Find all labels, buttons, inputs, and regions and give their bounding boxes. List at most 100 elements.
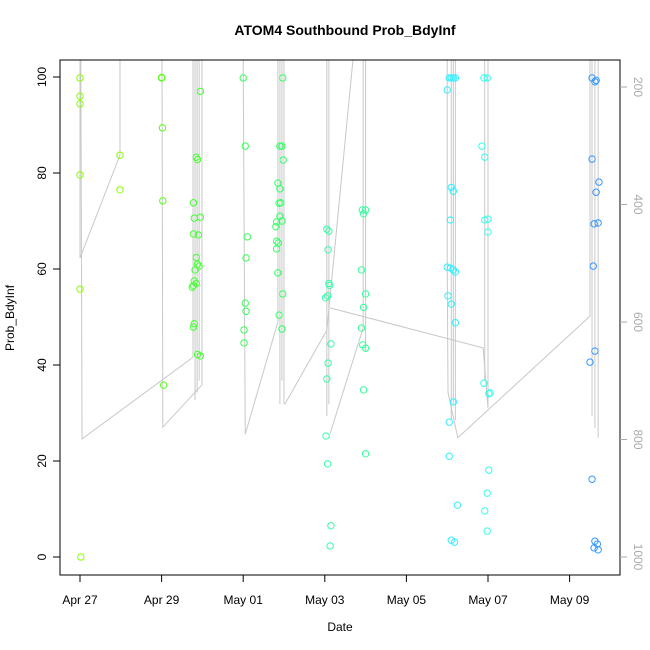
y-tick-label: 40 <box>35 358 49 372</box>
data-point <box>279 156 287 164</box>
data-point <box>445 418 453 426</box>
data-point <box>327 522 335 530</box>
data-point <box>192 253 200 262</box>
data-point <box>481 507 489 515</box>
data-point <box>447 74 455 82</box>
data-point <box>446 216 455 224</box>
data-point <box>589 262 597 270</box>
x-tick-label: Apr 29 <box>144 593 180 607</box>
depth-line <box>446 60 591 439</box>
data-point <box>484 215 492 223</box>
data-point <box>196 87 205 96</box>
data-point <box>480 74 488 82</box>
data-point <box>196 352 205 360</box>
right-tick-label: 200 <box>631 77 645 97</box>
data-point <box>591 78 599 86</box>
depth-line <box>329 60 364 434</box>
right-tick-label: 600 <box>631 312 645 332</box>
data-point <box>484 228 492 236</box>
data-point <box>278 325 286 333</box>
data-point <box>191 266 199 274</box>
data-point <box>116 186 124 194</box>
data-point <box>594 546 602 554</box>
data-point <box>190 214 198 222</box>
data-point <box>241 299 249 307</box>
data-point <box>359 303 368 312</box>
y-tick-label: 20 <box>35 454 49 468</box>
data-point <box>358 206 367 214</box>
data-point <box>76 285 84 293</box>
data-point <box>272 245 281 253</box>
y-axis: 0 20 40 60 80 100 <box>35 67 60 560</box>
data-point <box>241 142 249 150</box>
data-point <box>483 527 491 535</box>
data-point <box>277 199 285 207</box>
data-point <box>159 197 167 205</box>
data-point <box>359 210 368 218</box>
data-point <box>276 142 284 150</box>
data-point <box>276 212 284 220</box>
x-axis: Apr 27 Apr 29 May 01 May 03 May 05 May 07 May … <box>62 574 590 607</box>
x-axis-label: Date <box>327 620 353 634</box>
data-point <box>192 279 200 288</box>
data-point <box>159 381 168 389</box>
x-tick-label: Apr 27 <box>62 593 98 607</box>
data-point <box>361 206 370 214</box>
x-tick-label: May 09 <box>550 593 590 607</box>
data-point <box>447 300 455 308</box>
data-point <box>451 74 460 82</box>
data-point <box>451 268 460 276</box>
y-tick-label: 100 <box>35 67 49 87</box>
data-point <box>325 281 334 290</box>
data-point <box>322 432 330 440</box>
data-point <box>239 74 247 82</box>
data-point <box>323 375 331 383</box>
depth-line <box>80 59 194 440</box>
data-point <box>278 217 286 225</box>
x-tick-label: May 01 <box>224 593 264 607</box>
data-point <box>485 390 493 398</box>
data-point <box>158 124 167 132</box>
data-point <box>449 187 458 195</box>
data-point <box>116 151 124 159</box>
depth-line <box>329 60 489 408</box>
data-point <box>591 347 599 355</box>
data-point <box>590 220 598 228</box>
depth-line <box>284 59 354 405</box>
data-point <box>485 466 493 474</box>
data-point <box>76 100 84 108</box>
data-point <box>278 142 286 150</box>
data-point <box>588 475 596 483</box>
y-axis-label: Prob_BdyInf <box>3 284 17 351</box>
data-point <box>240 326 248 334</box>
data-point <box>190 320 198 328</box>
depth-track <box>79 59 599 440</box>
data-point <box>481 216 489 224</box>
x-tick-label: May 07 <box>468 593 508 607</box>
data-point <box>195 262 203 270</box>
y-tick-label: 80 <box>35 166 49 180</box>
data-point <box>242 254 250 262</box>
data-point <box>193 155 202 164</box>
data-point <box>595 178 603 186</box>
data-point <box>592 188 600 196</box>
depth-line <box>79 60 121 259</box>
data-point <box>323 292 332 300</box>
data-point <box>443 86 451 94</box>
data-point <box>157 73 166 82</box>
data-point <box>189 230 198 238</box>
data-point <box>188 283 196 291</box>
right-tick-label: 1000 <box>631 544 645 571</box>
data-point <box>357 324 366 332</box>
data-point <box>361 344 370 352</box>
plot-frame <box>59 59 621 576</box>
data-point <box>77 553 85 561</box>
data-point <box>483 74 491 82</box>
data-point <box>323 460 332 468</box>
data-point <box>243 233 251 241</box>
data-point <box>449 266 458 274</box>
data-point <box>451 319 460 327</box>
data-point <box>444 292 452 300</box>
data-point <box>481 153 489 161</box>
data-point <box>196 213 205 221</box>
